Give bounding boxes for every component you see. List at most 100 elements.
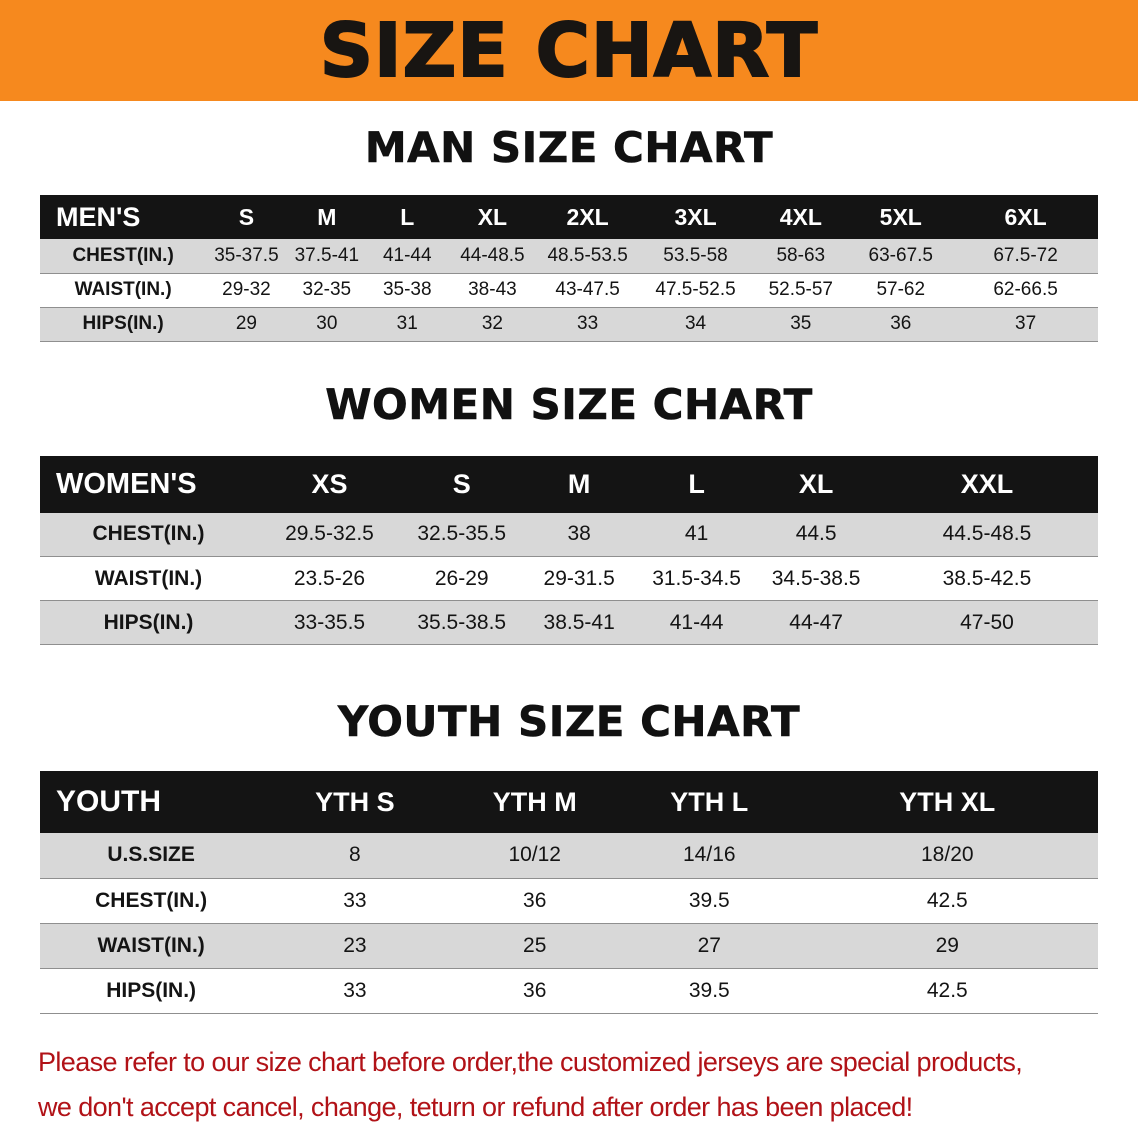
row-label: HIPS(IN.) <box>82 313 164 334</box>
row-label: HIPS(IN.) <box>106 978 197 1002</box>
size-value: 41-44 <box>669 610 724 634</box>
youth-section-heading: YOUTH SIZE CHART <box>337 697 801 746</box>
footer-note: Please refer to our size chart before or… <box>38 1040 1138 1130</box>
youth-size-section: YOUTH SIZE CHART YOUTH YTH S YTH M YTH L YTH… <box>0 697 1138 1014</box>
size-value: 30 <box>316 313 338 334</box>
women-size-section: WOMEN SIZE CHART WOMEN'S XS S M L XL XXL CHEST(… <box>0 379 1138 646</box>
size-column-header: L <box>636 455 757 513</box>
header-row: MEN'S S M L XL 2XL 3XL 4XL 5XL 6XL <box>40 195 1098 239</box>
size-column-header: M <box>286 195 368 239</box>
size-value: 44-48.5 <box>460 244 525 266</box>
table-row: CHEST(IN.) 33 36 39.5 42.5 <box>40 878 1098 923</box>
men-section-heading: MAN SIZE CHART <box>364 123 774 172</box>
size-value: 31.5-34.5 <box>652 566 741 590</box>
size-value: 34 <box>684 313 707 334</box>
row-label: WAIST(IN.) <box>74 279 172 300</box>
size-value: 33 <box>577 313 599 334</box>
size-value: 18/20 <box>921 843 974 867</box>
row-label: WAIST(IN.) <box>94 566 203 590</box>
size-value: 26-29 <box>434 566 489 590</box>
size-value: 8 <box>349 843 361 867</box>
size-value: 62-66.5 <box>993 279 1058 300</box>
size-value: 36 <box>523 978 547 1002</box>
women-section-heading: WOMEN SIZE CHART <box>325 379 813 429</box>
row-label: CHEST(IN.) <box>72 244 174 266</box>
size-column-header: L <box>367 195 448 239</box>
table-row: CHEST(IN.) 29.5-32.5 32.5-35.5 38 41 44.5 44.5… <box>40 512 1098 557</box>
table-title-cell: YOUTH <box>40 771 263 833</box>
table-row: WAIST(IN.) 29-32 32-35 35-38 38-43 43-47.5 47.… <box>40 273 1098 307</box>
header-row: WOMEN'S XS S M L XL XXL <box>40 455 1098 513</box>
size-value: 35.5-38.5 <box>417 610 507 634</box>
size-column-header: 5XL <box>848 195 954 239</box>
men-size-section: MAN SIZE CHART MEN'S S M L XL 2XL 3XL 4XL 5XL 6XL… <box>0 123 1138 342</box>
size-column-header: 3XL <box>637 195 754 239</box>
size-value: 29-31.5 <box>543 566 615 590</box>
size-value: 53.5-58 <box>663 244 728 266</box>
size-value: 35-38 <box>382 279 432 300</box>
size-value: 67.5-72 <box>993 244 1058 266</box>
size-value: 29-32 <box>222 279 271 300</box>
size-value: 47-50 <box>960 610 1014 634</box>
size-value: 31 <box>396 313 418 334</box>
table-row: HIPS(IN.) 29 30 31 32 33 34 35 36 37 <box>40 307 1098 341</box>
size-column-header: YTH L <box>622 771 797 833</box>
size-value: 44-47 <box>789 610 843 634</box>
size-value: 36 <box>523 888 547 912</box>
banner: SIZE CHART <box>0 0 1138 101</box>
size-value: 35-37.5 <box>214 244 279 266</box>
table-row: WAIST(IN.) 23.5-26 26-29 29-31.5 31.5-34.5 34… <box>40 557 1098 601</box>
row-label: CHEST(IN.) <box>92 522 205 546</box>
size-value: 38.5-42.5 <box>942 566 1032 590</box>
size-column-header: XS <box>257 455 402 513</box>
table-title-cell: MEN'S <box>40 195 207 239</box>
size-value: 27 <box>697 933 721 957</box>
size-value: 29 <box>235 313 257 334</box>
youth-size-table: YOUTH YTH S YTH M YTH L YTH XL U.S.SIZE 8 10/12… <box>40 771 1098 1014</box>
size-value: 32-35 <box>302 279 352 300</box>
size-column-header: XL <box>447 195 538 239</box>
size-value: 33 <box>343 888 367 912</box>
size-column-header: XXL <box>875 455 1098 513</box>
size-value: 35 <box>790 313 812 334</box>
size-value: 37.5-41 <box>294 244 360 266</box>
size-column-header: S <box>401 455 522 513</box>
size-value: 44.5-48.5 <box>942 522 1032 546</box>
size-value: 32.5-35.5 <box>417 522 507 546</box>
size-column-header: S <box>206 195 287 239</box>
table-row: U.S.SIZE 8 10/12 14/16 18/20 <box>40 833 1098 878</box>
table-row: HIPS(IN.) 33-35.5 35.5-38.5 38.5-41 41-44 44-… <box>40 600 1098 645</box>
size-value: 48.5-53.5 <box>547 244 628 266</box>
size-value: 57-62 <box>876 279 926 300</box>
size-value: 38.5-41 <box>543 610 615 634</box>
size-value: 41-44 <box>382 244 432 266</box>
size-value: 14/16 <box>683 843 736 867</box>
footer-note-line-1: Please refer to our size chart before or… <box>38 1046 1023 1077</box>
table-row: CHEST(IN.) 35-37.5 37.5-41 41-44 44-48.5 48.5… <box>40 239 1098 273</box>
size-value: 63-67.5 <box>868 244 933 266</box>
header-row: YOUTH YTH S YTH M YTH L YTH XL <box>40 771 1098 833</box>
size-value: 25 <box>523 933 547 957</box>
women-size-table: WOMEN'S XS S M L XL XXL CHEST(IN.) 29.5-32.5 32.5… <box>40 455 1098 646</box>
row-label: WAIST(IN.) <box>97 933 205 957</box>
row-label: U.S.SIZE <box>107 843 195 867</box>
size-value: 42.5 <box>926 978 968 1002</box>
size-value: 38-43 <box>468 279 517 300</box>
size-value: 32 <box>481 313 503 334</box>
table-row: WAIST(IN.) 23 25 27 29 <box>40 923 1098 968</box>
size-value: 10/12 <box>508 843 561 867</box>
size-column-header: YTH M <box>447 771 622 833</box>
size-value: 33-35.5 <box>293 610 366 634</box>
size-column-header: M <box>521 455 637 513</box>
footer-note-line-2: we don't accept cancel, change, teturn o… <box>38 1091 913 1122</box>
size-value: 58-63 <box>776 244 826 266</box>
size-value: 39.5 <box>688 978 730 1002</box>
size-value: 39.5 <box>688 888 730 912</box>
table-row: HIPS(IN.) 33 36 39.5 42.5 <box>40 968 1098 1013</box>
size-value: 23.5-26 <box>293 566 366 590</box>
men-size-table: MEN'S S M L XL 2XL 3XL 4XL 5XL 6XL CHEST(IN.) 35-37… <box>40 195 1098 342</box>
size-value: 43-47.5 <box>555 279 620 300</box>
size-value: 42.5 <box>926 888 968 912</box>
size-value: 47.5-52.5 <box>655 279 736 300</box>
size-column-header: YTH XL <box>796 771 1098 833</box>
